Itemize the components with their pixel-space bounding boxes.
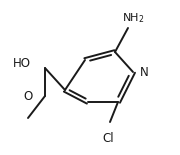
Text: Cl: Cl: [102, 131, 114, 144]
Text: O: O: [23, 89, 33, 102]
Text: N: N: [140, 66, 148, 80]
Text: NH$_2$: NH$_2$: [122, 11, 144, 25]
Text: HO: HO: [13, 58, 31, 71]
